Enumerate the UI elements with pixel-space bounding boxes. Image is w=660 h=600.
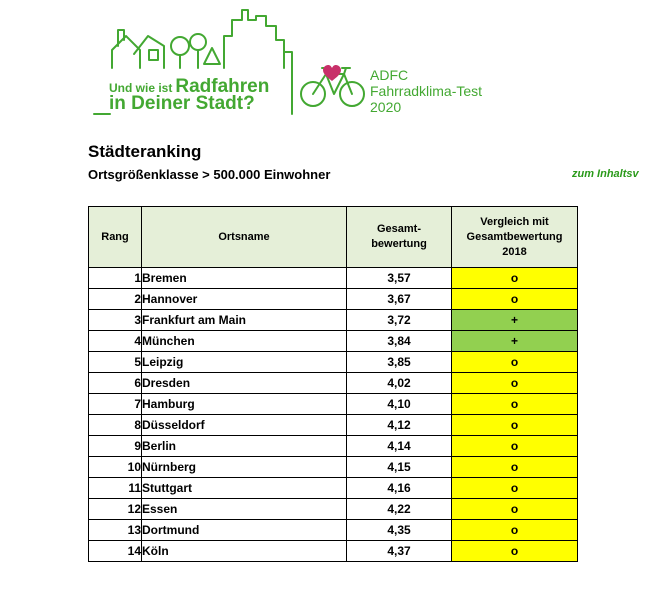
comparison-cell: o: [451, 267, 578, 289]
rank-cell: 8: [88, 414, 142, 436]
rank-cell: 9: [88, 435, 142, 457]
city-name-cell: Düsseldorf: [141, 414, 347, 436]
comparison-cell: +: [451, 330, 578, 352]
logo-tagline: Und wie ist Radfahren: [109, 76, 269, 98]
city-name-cell: Hamburg: [141, 393, 347, 415]
logo-tagline-prefix: Und wie ist: [109, 81, 173, 95]
table-row: 5 Leipzig 3,85 o: [88, 351, 578, 373]
rank-cell: 5: [88, 351, 142, 373]
comparison-cell: o: [451, 435, 578, 457]
rank-cell: 6: [88, 372, 142, 394]
comparison-cell: o: [451, 414, 578, 436]
adfc-line2: Fahrradklima-Test: [370, 83, 483, 99]
rank-cell: 1: [88, 267, 142, 289]
rank-cell: 12: [88, 498, 142, 520]
table-row: 6 Dresden 4,02 o: [88, 372, 578, 394]
comparison-cell: o: [451, 288, 578, 310]
score-cell: 4,10: [346, 393, 452, 415]
table-row: 11 Stuttgart 4,16 o: [88, 477, 578, 499]
comparison-cell: o: [451, 477, 578, 499]
table-row: 3 Frankfurt am Main 3,72 +: [88, 309, 578, 331]
rank-cell: 7: [88, 393, 142, 415]
rank-cell: 10: [88, 456, 142, 478]
page-subtitle: Ortsgrößenklasse > 500.000 Einwohner: [88, 167, 331, 182]
comparison-cell: o: [451, 519, 578, 541]
comparison-cell: +: [451, 309, 578, 331]
logo-tagline-line2: in Deiner Stadt?: [109, 93, 255, 114]
header-comparison-text: Vergleich mit Gesamtbewertung 2018: [466, 215, 563, 258]
adfc-line1: ADFC: [370, 67, 409, 83]
score-cell: 3,84: [346, 330, 452, 352]
table-row: 8 Düsseldorf 4,12 o: [88, 414, 578, 436]
score-cell: 4,37: [346, 540, 452, 562]
score-cell: 4,35: [346, 519, 452, 541]
table-row: 14 Köln 4,37 o: [88, 540, 578, 562]
header-comparison: Vergleich mit Gesamtbewertung 2018: [451, 206, 578, 268]
table-row: 12 Essen 4,22 o: [88, 498, 578, 520]
comparison-cell: o: [451, 393, 578, 415]
ranking-table: Rang Ortsname Gesamt- bewertung Vergleic…: [88, 206, 578, 562]
rank-cell: 13: [88, 519, 142, 541]
header-score-text: Gesamt- bewertung: [371, 223, 427, 250]
city-name-cell: Dortmund: [141, 519, 347, 541]
score-cell: 4,12: [346, 414, 452, 436]
city-name-cell: Berlin: [141, 435, 347, 457]
adfc-line3: 2020: [370, 99, 402, 115]
table-row: 9 Berlin 4,14 o: [88, 435, 578, 457]
header-score: Gesamt- bewertung: [346, 206, 452, 268]
rank-cell: 4: [88, 330, 142, 352]
heart-icon: [323, 65, 341, 81]
city-name-cell: München: [141, 330, 347, 352]
rank-cell: 14: [88, 540, 142, 562]
logo-tagline-highlight: Radfahren: [175, 76, 270, 97]
city-skyline-logo-icon: [93, 9, 365, 115]
table-row: 4 München 3,84 +: [88, 330, 578, 352]
table-header-row: Rang Ortsname Gesamt- bewertung Vergleic…: [88, 206, 578, 268]
comparison-cell: o: [451, 540, 578, 562]
adfc-label: ADFC Fahrradklima-Test 2020: [370, 67, 482, 115]
score-cell: 3,85: [346, 351, 452, 373]
table-row: 1 Bremen 3,57 o: [88, 267, 578, 289]
city-name-cell: Nürnberg: [141, 456, 347, 478]
comparison-cell: o: [451, 456, 578, 478]
score-cell: 4,22: [346, 498, 452, 520]
score-cell: 3,72: [346, 309, 452, 331]
city-name-cell: Leipzig: [141, 351, 347, 373]
city-name-cell: Frankfurt am Main: [141, 309, 347, 331]
score-cell: 3,67: [346, 288, 452, 310]
city-name-cell: Dresden: [141, 372, 347, 394]
comparison-cell: o: [451, 498, 578, 520]
score-cell: 3,57: [346, 267, 452, 289]
toc-link[interactable]: zum Inhaltsv: [572, 168, 639, 180]
score-cell: 4,02: [346, 372, 452, 394]
rank-cell: 2: [88, 288, 142, 310]
page-title: Städteranking: [88, 142, 202, 161]
comparison-cell: o: [451, 351, 578, 373]
table-row: 2 Hannover 3,67 o: [88, 288, 578, 310]
city-name-cell: Stuttgart: [141, 477, 347, 499]
rank-cell: 3: [88, 309, 142, 331]
table-row: 13 Dortmund 4,35 o: [88, 519, 578, 541]
city-name-cell: Hannover: [141, 288, 347, 310]
score-cell: 4,15: [346, 456, 452, 478]
rank-cell: 11: [88, 477, 142, 499]
header-rank: Rang: [88, 206, 142, 268]
comparison-cell: o: [451, 372, 578, 394]
table-row: 10 Nürnberg 4,15 o: [88, 456, 578, 478]
city-name-cell: Köln: [141, 540, 347, 562]
score-cell: 4,16: [346, 477, 452, 499]
table-row: 7 Hamburg 4,10 o: [88, 393, 578, 415]
header-name: Ortsname: [141, 206, 347, 268]
city-name-cell: Essen: [141, 498, 347, 520]
city-name-cell: Bremen: [141, 267, 347, 289]
score-cell: 4,14: [346, 435, 452, 457]
